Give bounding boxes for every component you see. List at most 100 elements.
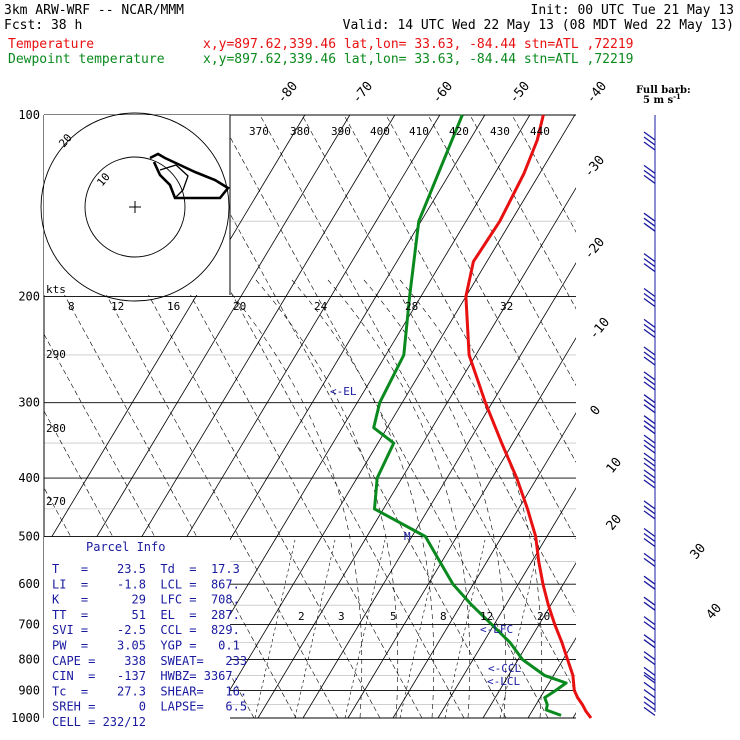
wind-barb xyxy=(643,318,656,338)
temperature-station-info: x,y=897.62,339.46 lat,lon= 33.63, -84.44… xyxy=(203,37,633,52)
isotherm-line xyxy=(347,337,576,718)
dry-adiabat xyxy=(175,115,507,718)
dry-adiabat xyxy=(469,115,576,310)
isotherm-line xyxy=(302,262,576,718)
mixing-ratio-line xyxy=(399,539,441,718)
wind-barb xyxy=(643,696,656,706)
hodograph-trace-inner xyxy=(159,164,189,198)
hodograph-speed-tick: 12 xyxy=(111,300,124,313)
isotherm-line xyxy=(44,115,306,551)
isotherm-line xyxy=(392,412,576,718)
wind-barb xyxy=(643,681,656,691)
temperature-line xyxy=(464,114,593,719)
parcel-info-row: T = 23.5 Td = 17.3 xyxy=(52,562,240,576)
el-label: <-EL xyxy=(330,385,357,398)
isotherm-label: -80 xyxy=(275,79,302,107)
theta-label: 400 xyxy=(370,125,390,138)
wind-barb xyxy=(643,253,656,273)
wind-barb xyxy=(643,527,656,548)
pressure-tick-label: 1000 xyxy=(11,711,40,725)
mixing-ratio-label: 12 xyxy=(480,610,493,623)
theta-label: 390 xyxy=(331,125,351,138)
lfc-label: <-LFC xyxy=(480,623,513,636)
dry-adiabat xyxy=(0,115,2,718)
isotherm-label: 10 xyxy=(604,455,626,477)
isotherm-line xyxy=(527,637,576,718)
isotherm-label: -70 xyxy=(350,79,377,107)
valid-time: Valid: 14 UTC Wed 22 May 13 (08 MDT Wed … xyxy=(343,18,734,33)
sounding-series: <-EL <-LFC <-CCL<-LCL M xyxy=(330,114,593,719)
dry-adiabat xyxy=(259,115,576,694)
hodograph-speed-unit: kts xyxy=(46,283,66,296)
wind-barb xyxy=(643,701,656,711)
isotherm-label: -10 xyxy=(587,315,614,343)
isotherm-line xyxy=(663,115,740,718)
parcel-info-row: CELL = 232/12 xyxy=(52,715,146,729)
hodograph-speed-tick: 20 xyxy=(233,300,246,313)
pressure-tick-label: 900 xyxy=(18,683,40,697)
isotherm-line xyxy=(482,562,576,718)
dewpoint-line xyxy=(372,114,568,717)
isotherm-line xyxy=(257,187,576,718)
isotherm-line xyxy=(437,487,576,718)
wind-barb xyxy=(643,651,656,666)
dry-adiabat xyxy=(301,115,576,617)
dewpoint-legend: Dewpoint temperature xyxy=(8,52,165,67)
hodograph-background xyxy=(44,115,230,295)
wind-barb xyxy=(643,371,656,391)
pressure-tick-label: 300 xyxy=(18,396,40,410)
hodograph-speed-tick: 24 xyxy=(314,300,328,313)
dewpoint-station-info: x,y=897.62,339.46 lat,lon= 33.63, -84.44… xyxy=(203,52,633,67)
pressure-tick-label: 500 xyxy=(18,529,40,543)
parcel-info-row: Tc = 27.3 SHEAR= 16. xyxy=(52,684,247,698)
parcel-info-row: TT = 51 EL = 287. xyxy=(52,608,240,622)
mixing-ratio-line xyxy=(444,539,486,718)
isotherm-label: 0 xyxy=(588,403,605,419)
barb-key-value: 5 m s-1 xyxy=(643,92,681,106)
isotherm-line xyxy=(618,115,740,718)
forecast-hour: Fcst: 38 h xyxy=(4,18,82,33)
theta-label: 270 xyxy=(46,495,66,508)
wind-barb xyxy=(643,212,656,232)
pressure-tick-label: 600 xyxy=(18,577,40,591)
parcel-info-title: Parcel Info xyxy=(86,540,165,554)
isotherm-label: -60 xyxy=(430,79,457,107)
wind-barb xyxy=(643,634,656,649)
wind-barbs xyxy=(643,115,656,716)
temperature-legend: Temperature xyxy=(8,37,94,52)
parcel-info-row: SREH = 0 LAPSE= 6.5 xyxy=(52,700,247,714)
theta-label: 440 xyxy=(530,125,550,138)
theta-label: 420 xyxy=(449,125,469,138)
isotherm-line xyxy=(212,115,576,718)
isotherm-label: 40 xyxy=(704,601,726,623)
pressure-tick-label: 100 xyxy=(18,108,40,122)
mixing-ratio-line xyxy=(254,539,296,718)
mixing-ratio-line xyxy=(344,539,386,718)
wind-barb xyxy=(643,164,656,184)
parcel-info-row: SVI = -2.5 CCL = 829. xyxy=(52,623,240,637)
wind-barb xyxy=(643,666,656,681)
wind-barb xyxy=(643,346,656,366)
mixing-ratio-line xyxy=(499,539,541,718)
mixing-ratio-label: 5 xyxy=(390,610,397,623)
wind-barb xyxy=(643,469,656,489)
isotherm-label: 20 xyxy=(604,512,626,534)
wind-barb xyxy=(643,596,656,611)
hodograph-ring xyxy=(84,156,186,258)
parcel-info-row: K = 29 LFC = 708. xyxy=(52,593,240,607)
model-title: 3km ARW-WRF -- NCAR/MMM xyxy=(4,3,184,18)
moist-adiabat xyxy=(363,279,507,718)
hodograph-trace xyxy=(149,152,230,200)
moist-adiabat xyxy=(327,279,471,718)
parcel-info-panel: Parcel Info T = 23.5 Td = 17.3LI = -1.8 … xyxy=(44,537,247,729)
pressure-tick-label: 800 xyxy=(18,653,40,667)
theta-label: 370 xyxy=(249,125,269,138)
isotherm-label: -30 xyxy=(582,153,609,181)
isotherm-label: -40 xyxy=(584,79,611,107)
wind-barb xyxy=(643,287,656,308)
wind-barb xyxy=(643,552,656,567)
wind-barb xyxy=(643,131,656,151)
parcel-info-row: CAPE = 338 SWEAT= 233 xyxy=(52,654,247,668)
